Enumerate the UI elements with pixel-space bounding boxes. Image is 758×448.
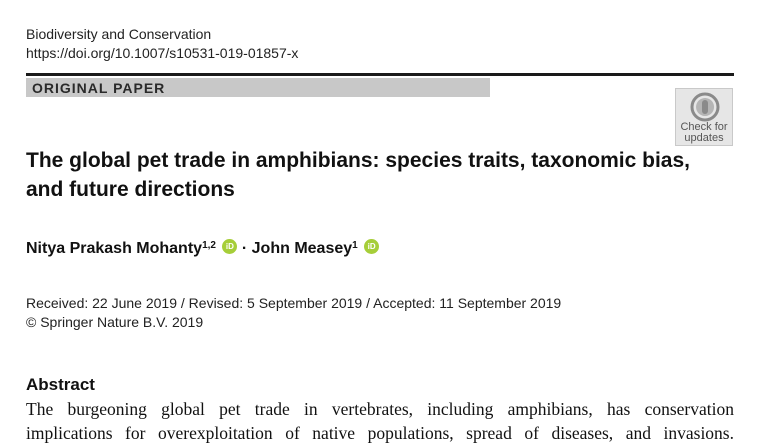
author-name: John Measey [251,240,353,257]
abstract-line: implications for overexploitation of nat… [26,423,734,443]
abstract-body: The burgeoning global pet trade in verte… [26,397,734,445]
orcid-icon[interactable]: iD [222,239,238,255]
copyright-notice: © Springer Nature B.V. 2019 [26,314,204,330]
abstract-heading: Abstract [26,375,95,394]
author-affiliation: 1,2 [202,240,216,251]
check-for-updates-text: Check for updates [676,122,732,144]
header-rule [26,73,734,76]
orcid-icon[interactable]: iD [364,239,380,255]
journal-name: Biodiversity and Conservation [26,26,212,42]
author-affiliation: 1 [352,240,358,251]
author-name: Nitya Prakash Mohanty [26,240,203,257]
check-text-line2: updates [684,132,724,144]
publication-dates: Received: 22 June 2019 / Revised: 5 Sept… [26,295,562,311]
check-updates-icon [690,92,720,122]
abstract-line: The burgeoning global pet trade in verte… [26,399,734,419]
section-label: ORIGINAL PAPER [32,80,166,96]
doi-link[interactable]: https://doi.org/10.1007/s10531-019-01857… [26,45,299,61]
section-bar: ORIGINAL PAPER [26,78,490,97]
check-text-line1: Check for [680,121,728,133]
author-separator: · [241,240,248,257]
author-list: Nitya Prakash Mohanty1,2 iD · John Mease… [26,238,380,260]
paper-title: The global pet trade in amphibians: spec… [26,149,690,201]
check-for-updates-badge[interactable]: Check for updates [675,88,733,146]
